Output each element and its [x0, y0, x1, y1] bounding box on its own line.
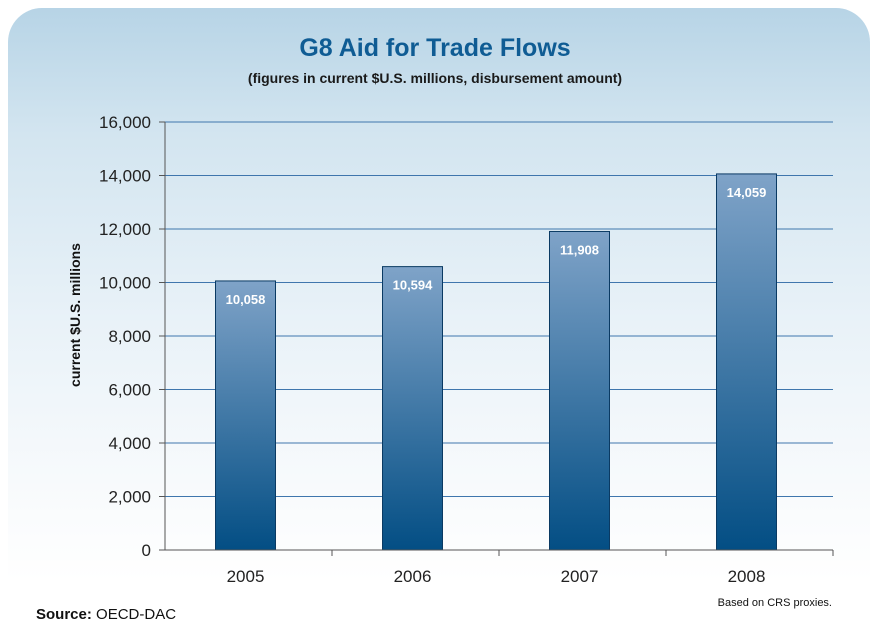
y-tick-label: 0 — [142, 541, 151, 560]
y-tick-label: 4,000 — [108, 434, 151, 453]
x-tick-label: 2005 — [227, 567, 265, 586]
x-tick-label: 2008 — [728, 567, 766, 586]
source-value: OECD-DAC — [96, 606, 177, 623]
bar-2008 — [716, 173, 777, 551]
bar-value-label: 14,059 — [727, 185, 767, 200]
bar-2007 — [549, 230, 610, 551]
chart-subtitle: (figures in current $U.S. millions, disb… — [247, 70, 623, 86]
x-tick-label: 2006 — [394, 567, 432, 586]
bar-2005 — [215, 280, 276, 551]
y-tick-label: 12,000 — [99, 220, 151, 239]
footnote: Based on CRS proxies. — [717, 597, 832, 609]
y-axis-title: current $U.S. millions — [67, 243, 83, 387]
bar-value-label: 11,908 — [560, 242, 599, 257]
bar-value-label: 10,594 — [393, 278, 434, 293]
chart-title: G8 Aid for Trade Flows — [299, 34, 571, 62]
bar-value-label: 10,058 — [226, 292, 266, 307]
source-label: Source: — [36, 606, 92, 623]
source-line: Source: OECD-DAC — [36, 606, 176, 623]
y-tick-label: 8,000 — [108, 327, 151, 346]
y-tick-label: 16,000 — [99, 113, 151, 132]
y-tick-label: 2,000 — [108, 488, 151, 507]
y-tick-label: 14,000 — [99, 167, 151, 186]
bar-2006 — [382, 266, 443, 551]
bars: 10,058 10,594 11,908 14,059 — [215, 173, 777, 551]
y-tick-label: 10,000 — [99, 274, 151, 293]
x-tick-label: 2007 — [561, 567, 599, 586]
y-axis-ticks: 0 2,000 4,000 6,000 8,000 10,000 12,000 14,000 1… — [99, 113, 165, 560]
y-tick-label: 6,000 — [108, 381, 151, 400]
x-axis-ticks: 2005 2006 2007 2008 — [227, 550, 834, 586]
